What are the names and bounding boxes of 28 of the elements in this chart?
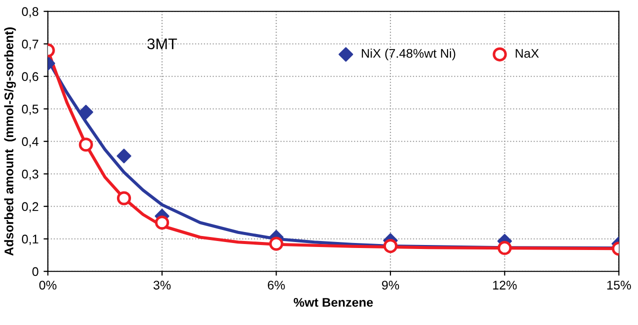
x-tick-label: 15% — [607, 280, 631, 290]
y-tick-label: 0,4 — [22, 137, 38, 148]
x-tick-label: 0% — [39, 280, 56, 290]
y-tick-label: 0,2 — [22, 202, 38, 213]
point — [269, 236, 284, 251]
legend-label: NiX (7.48%wt Ni) — [362, 48, 456, 60]
x-tick-label: 6% — [268, 280, 285, 290]
y-tick-label: 0,7 — [22, 40, 38, 50]
y-tick-label: 0,1 — [22, 234, 38, 246]
y-tick-label: 0,8 — [22, 7, 38, 18]
annotation: 3MT — [147, 38, 177, 50]
y-tick-label: 0,3 — [22, 170, 38, 180]
y-tick-label: 0 — [32, 267, 38, 276]
y-axis-title: Adsorbed amount (mmol-S/g-sorbent) — [4, 27, 16, 256]
y-tick-label: 0,6 — [22, 72, 38, 83]
point — [154, 216, 170, 230]
x-tick-label: 12% — [493, 280, 517, 290]
y-tick-label: 0,5 — [22, 104, 38, 116]
x-tick-label: 3% — [153, 280, 171, 290]
point — [498, 240, 512, 256]
point — [383, 238, 398, 254]
point — [78, 138, 93, 152]
x-axis-title: %wt Benzene — [294, 298, 373, 307]
point — [116, 191, 132, 206]
x-tick-label: 9% — [382, 280, 400, 290]
point — [116, 148, 132, 164]
legend-label: NaX — [516, 49, 539, 58]
point — [78, 104, 94, 120]
